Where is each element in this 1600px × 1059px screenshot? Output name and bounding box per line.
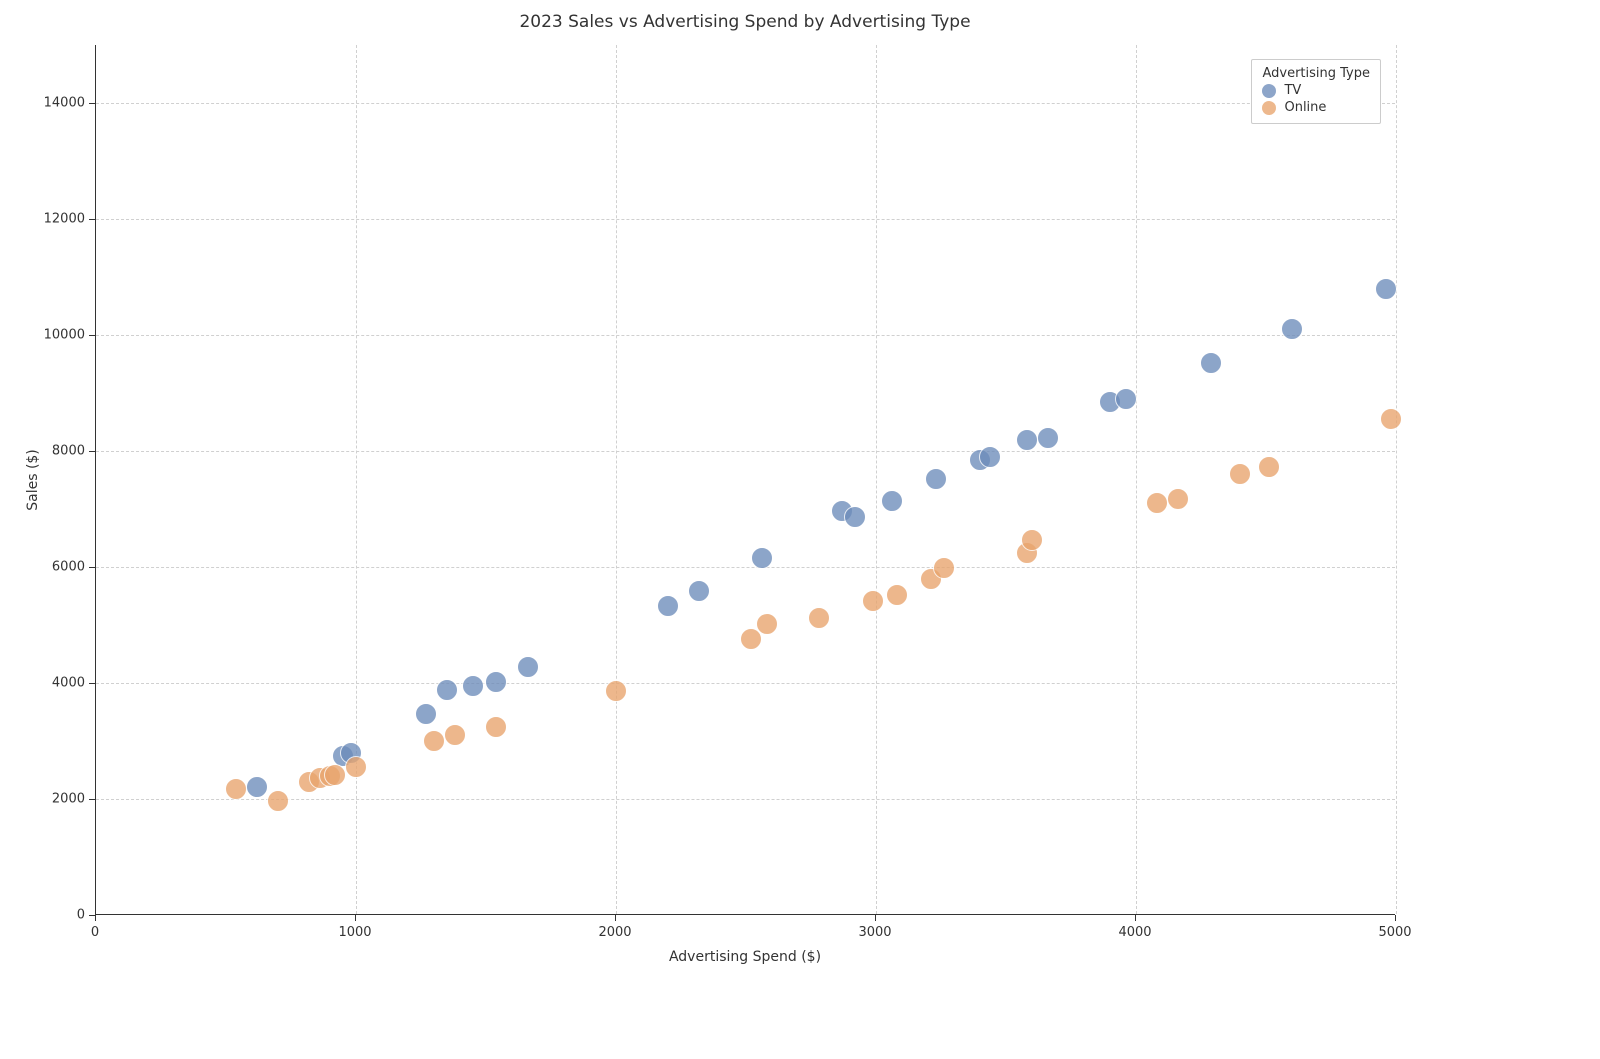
gridline-vertical: [1396, 45, 1397, 914]
scatter-point: [415, 703, 437, 725]
scatter-point: [605, 680, 627, 702]
y-tick-mark: [89, 799, 95, 800]
scatter-point: [485, 671, 507, 693]
scatter-point: [886, 584, 908, 606]
scatter-point: [423, 730, 445, 752]
legend-label: Online: [1284, 100, 1326, 115]
y-tick-mark: [89, 219, 95, 220]
scatter-point: [1258, 456, 1280, 478]
gridline-horizontal: [96, 683, 1395, 684]
scatter-point: [267, 790, 289, 812]
legend-label: TV: [1284, 83, 1301, 98]
legend-item: Online: [1262, 100, 1370, 115]
scatter-point: [844, 506, 866, 528]
y-tick-mark: [89, 335, 95, 336]
gridline-vertical: [876, 45, 877, 914]
x-axis-title: Advertising Spend ($): [669, 949, 821, 965]
legend-title: Advertising Type: [1262, 66, 1370, 81]
gridline-vertical: [1136, 45, 1137, 914]
scatter-point: [324, 764, 346, 786]
legend: Advertising Type TV Online: [1251, 59, 1381, 124]
gridline-horizontal: [96, 799, 1395, 800]
y-tick-label: 2000: [52, 792, 85, 807]
scatter-point: [1016, 429, 1038, 451]
legend-swatch: [1262, 101, 1276, 115]
x-tick-mark: [1135, 915, 1136, 921]
x-tick-label: 1000: [338, 925, 371, 940]
scatter-point: [925, 468, 947, 490]
x-tick-mark: [615, 915, 616, 921]
gridline-vertical: [356, 45, 357, 914]
y-tick-mark: [89, 451, 95, 452]
y-tick-label: 8000: [52, 444, 85, 459]
legend-item: TV: [1262, 83, 1370, 98]
scatter-point: [1167, 488, 1189, 510]
x-tick-mark: [95, 915, 96, 921]
gridline-horizontal: [96, 219, 1395, 220]
scatter-point: [751, 547, 773, 569]
x-tick-mark: [355, 915, 356, 921]
plot-area: [95, 45, 1395, 915]
scatter-point: [808, 607, 830, 629]
y-tick-label: 6000: [52, 560, 85, 575]
scatter-point: [979, 446, 1001, 468]
y-tick-label: 12000: [44, 212, 85, 227]
scatter-point: [881, 490, 903, 512]
scatter-point: [1380, 408, 1402, 430]
chart-title: 2023 Sales vs Advertising Spend by Adver…: [519, 12, 970, 32]
x-tick-mark: [1395, 915, 1396, 921]
scatter-point: [1229, 463, 1251, 485]
y-tick-label: 4000: [52, 676, 85, 691]
scatter-point: [1375, 278, 1397, 300]
scatter-point: [462, 675, 484, 697]
scatter-point: [933, 557, 955, 579]
y-tick-label: 10000: [44, 328, 85, 343]
y-tick-label: 0: [77, 908, 85, 923]
gridline-horizontal: [96, 103, 1395, 104]
y-tick-mark: [89, 567, 95, 568]
gridline-horizontal: [96, 451, 1395, 452]
legend-swatch: [1262, 84, 1276, 98]
scatter-point: [1281, 318, 1303, 340]
gridline-horizontal: [96, 567, 1395, 568]
y-tick-mark: [89, 683, 95, 684]
figure: 2023 Sales vs Advertising Spend by Adver…: [0, 0, 1600, 1059]
gridline-vertical: [616, 45, 617, 914]
x-tick-label: 4000: [1118, 925, 1151, 940]
scatter-point: [1200, 352, 1222, 374]
scatter-point: [517, 656, 539, 678]
x-tick-label: 3000: [858, 925, 891, 940]
scatter-point: [688, 580, 710, 602]
scatter-point: [444, 724, 466, 746]
gridline-horizontal: [96, 335, 1395, 336]
x-tick-label: 0: [91, 925, 99, 940]
scatter-point: [485, 716, 507, 738]
scatter-point: [756, 613, 778, 635]
y-tick-label: 14000: [44, 96, 85, 111]
scatter-point: [246, 776, 268, 798]
y-tick-mark: [89, 103, 95, 104]
scatter-point: [657, 595, 679, 617]
scatter-point: [1021, 529, 1043, 551]
x-tick-mark: [875, 915, 876, 921]
scatter-point: [1037, 427, 1059, 449]
scatter-point: [1115, 388, 1137, 410]
x-tick-label: 5000: [1378, 925, 1411, 940]
y-axis-title: Sales ($): [25, 449, 41, 511]
y-tick-mark: [89, 915, 95, 916]
scatter-point: [436, 679, 458, 701]
scatter-point: [1146, 492, 1168, 514]
scatter-point: [345, 756, 367, 778]
x-tick-label: 2000: [598, 925, 631, 940]
scatter-point: [862, 590, 884, 612]
scatter-point: [225, 778, 247, 800]
